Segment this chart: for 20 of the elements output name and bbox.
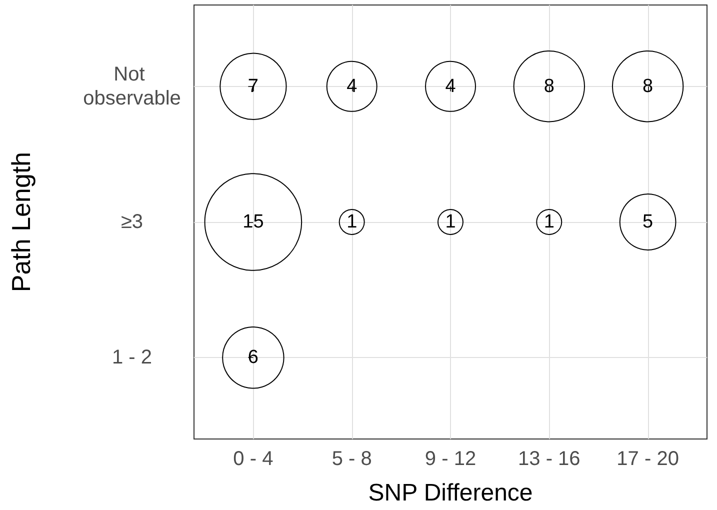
x-tick-label: 13 - 16 (518, 448, 580, 470)
data-label: 8 (544, 76, 554, 97)
x-axis-title: SNP Difference (368, 480, 533, 506)
data-label: 4 (346, 76, 358, 97)
data-label: 1 (346, 212, 358, 232)
y-tick-label: Not observable (83, 63, 181, 110)
x-tick-label: 0 - 4 (233, 448, 274, 470)
data-label: 15 (242, 212, 264, 232)
x-tick-label: 9 - 12 (424, 448, 476, 470)
x-tick-label: 17 - 20 (616, 448, 679, 470)
x-tick-label: 5 - 8 (332, 448, 372, 470)
data-label: 5 (642, 212, 654, 232)
data-label: 1 (544, 212, 554, 232)
y-axis-title: Path Length (6, 152, 36, 292)
data-label: 8 (642, 76, 654, 97)
y-tick-label: ≥3 (120, 211, 144, 233)
data-label: 4 (445, 76, 456, 97)
data-label: 1 (445, 212, 456, 232)
y-tick-label: 1 - 2 (112, 346, 152, 369)
data-label: 6 (248, 347, 258, 368)
